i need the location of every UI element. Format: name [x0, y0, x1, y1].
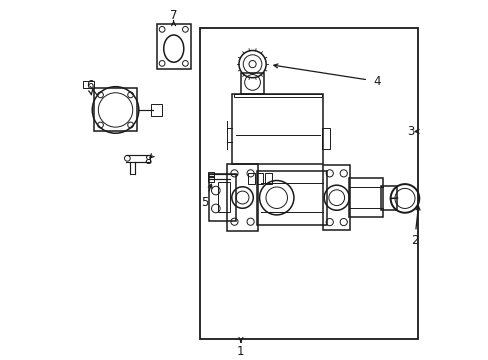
Bar	[348, 178, 382, 217]
Bar	[257, 171, 326, 225]
Bar	[321, 128, 330, 149]
Bar	[157, 24, 190, 69]
Text: 1: 1	[237, 345, 244, 357]
Text: 7: 7	[169, 9, 177, 22]
Bar	[241, 73, 264, 94]
Bar	[233, 94, 321, 98]
Text: 2: 2	[410, 234, 418, 247]
Bar	[231, 94, 323, 164]
Bar	[83, 81, 94, 89]
Bar	[151, 104, 162, 116]
Text: 4: 4	[372, 75, 380, 88]
Text: 3: 3	[407, 125, 414, 138]
Bar	[323, 166, 349, 230]
Bar	[208, 175, 235, 221]
Bar	[199, 28, 417, 339]
Bar	[207, 176, 213, 182]
Bar	[227, 165, 257, 231]
Text: 5: 5	[201, 195, 208, 208]
Bar	[381, 186, 397, 210]
Bar	[247, 174, 254, 184]
Text: 8: 8	[144, 154, 151, 167]
Bar	[264, 174, 271, 184]
Bar	[217, 181, 230, 212]
Bar	[257, 174, 263, 184]
Bar	[207, 172, 213, 177]
Text: 6: 6	[86, 80, 93, 93]
Bar	[94, 89, 137, 131]
